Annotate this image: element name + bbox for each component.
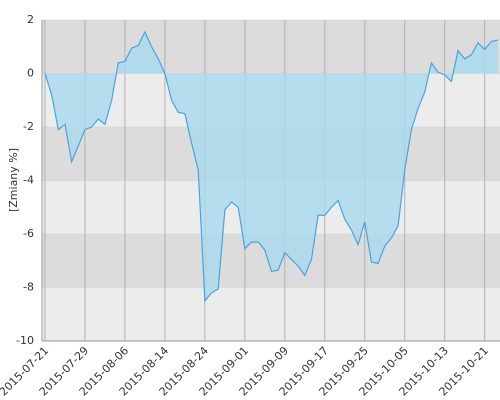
y-tick-label: 0 (27, 67, 34, 80)
plot-band (42, 287, 500, 341)
y-tick-label: -2 (23, 120, 34, 133)
y-axis-title: [Zmiany %] (7, 148, 20, 212)
y-tick-label: -6 (23, 227, 34, 240)
line (44, 30, 499, 303)
y-tick-label: 2 (27, 13, 34, 26)
area (45, 32, 498, 301)
y-tick-label: -10 (16, 334, 34, 347)
y-tick-label: -4 (23, 174, 34, 187)
y-tick-label: -8 (23, 281, 34, 294)
